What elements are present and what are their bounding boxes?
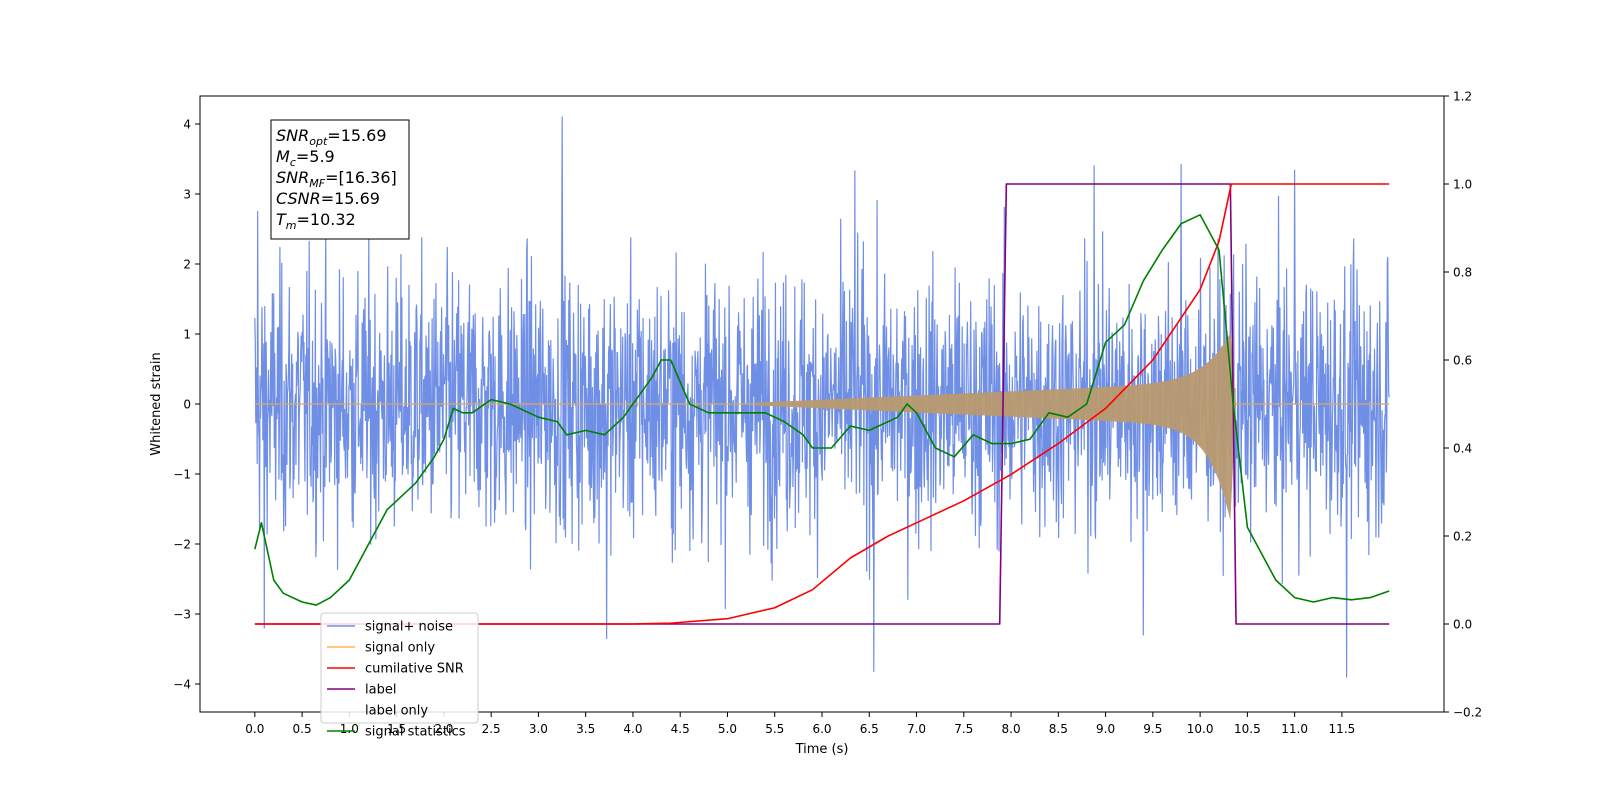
x-tick-label: 3.5 <box>576 722 595 736</box>
x-tick-label: 8.0 <box>1002 722 1021 736</box>
y-right-tick-label: 0.4 <box>1453 442 1472 456</box>
x-tick-label: 10.0 <box>1187 722 1214 736</box>
y-right-tick-label: 0.8 <box>1453 266 1472 280</box>
x-tick-label: 0.0 <box>245 722 264 736</box>
legend-frame <box>320 612 479 724</box>
y-right-tick-label: 1.0 <box>1453 178 1472 192</box>
x-tick-label: 1.0 <box>340 722 359 736</box>
legend-label: label <box>365 683 396 698</box>
x-tick-label: 4.5 <box>671 722 690 736</box>
x-tick-label: 0.5 <box>293 722 312 736</box>
y-left-tick-label: −1 <box>173 468 191 482</box>
y-left-tick-label: 1 <box>183 328 191 342</box>
y-left-tick-label: 2 <box>183 258 191 272</box>
y-axis-label: Whitened strain <box>149 352 164 455</box>
series-signal-only <box>254 332 1390 521</box>
annotation-box: SNRopt=15.69Mc=5.9SNRMF=[16.36]CSNR=15.6… <box>270 119 410 240</box>
x-tick-label: 7.0 <box>907 722 926 736</box>
cumilative-snr-line <box>254 183 1390 625</box>
signal-statistics-line <box>254 214 1390 606</box>
x-tick-label: 11.5 <box>1329 722 1356 736</box>
y-right-tick-label: −0.2 <box>1453 706 1482 720</box>
signal-noise-line <box>254 116 1390 678</box>
x-tick-label: 10.5 <box>1234 722 1261 736</box>
legend-label: signal only <box>365 641 435 656</box>
y-right-tick-label: 0.0 <box>1453 618 1472 632</box>
annotation-line: Mc=5.9 <box>276 147 335 169</box>
x-axis: 0.0 0.5 1.0 1.5 2.0 2.5 3.0 3.5 4.0 4.5 5.0 5.5 6.0 6… <box>245 712 1355 736</box>
x-tick-label: 9.0 <box>1096 722 1115 736</box>
y-left-tick-label: −3 <box>173 608 191 622</box>
y-right-tick-label: 0.2 <box>1453 530 1472 544</box>
y-left-tick-label: −4 <box>173 678 191 692</box>
y-axis-right: −0.2 0.0 0.2 0.4 0.6 0.8 1.0 1.2 <box>1444 90 1482 720</box>
annotation-line: SNRMF=[16.36] <box>276 168 397 190</box>
legend-label: signal+ noise <box>365 620 453 635</box>
annotation-line: SNRopt=15.69 <box>276 126 387 148</box>
annotation-line: CSNR=15.69 <box>276 189 380 208</box>
x-tick-label: 3.0 <box>529 722 548 736</box>
x-tick-label: 9.5 <box>1143 722 1162 736</box>
y-left-tick-label: 4 <box>183 118 191 132</box>
x-tick-label: 4.0 <box>623 722 642 736</box>
y-axis-left: −4 −3 −2 −1 0 1 2 3 4 <box>173 118 200 692</box>
legend-label: label only <box>365 704 428 719</box>
x-tick-label: 6.0 <box>812 722 831 736</box>
series-signal-noise <box>254 116 1390 678</box>
x-tick-label: 7.5 <box>954 722 973 736</box>
annotation-frame <box>270 119 410 240</box>
y-left-tick-label: 0 <box>183 398 191 412</box>
x-tick-label: 1.5 <box>387 722 406 736</box>
y-right-tick-label: 1.2 <box>1453 90 1472 104</box>
label-line <box>254 183 1390 625</box>
legend-label: signal statistics <box>365 725 466 740</box>
x-tick-label: 5.0 <box>718 722 737 736</box>
x-tick-label: 5.5 <box>765 722 784 736</box>
series-lines <box>254 183 1390 625</box>
x-axis-label: Time (s) <box>795 742 849 757</box>
y-left-tick-label: −2 <box>173 538 191 552</box>
x-tick-label: 11.0 <box>1281 722 1308 736</box>
x-tick-label: 2.0 <box>434 722 453 736</box>
legend-label: cumilative SNR <box>365 662 464 677</box>
legend: signal+ noise signal only cumilative SNR la… <box>320 612 479 740</box>
x-tick-label: 2.5 <box>482 722 501 736</box>
x-tick-label: 6.5 <box>860 722 879 736</box>
y-left-tick-label: 3 <box>183 188 191 202</box>
y-right-tick-label: 0.6 <box>1453 354 1472 368</box>
x-tick-label: 8.5 <box>1049 722 1068 736</box>
annotation-line: Tm=10.32 <box>276 210 356 232</box>
